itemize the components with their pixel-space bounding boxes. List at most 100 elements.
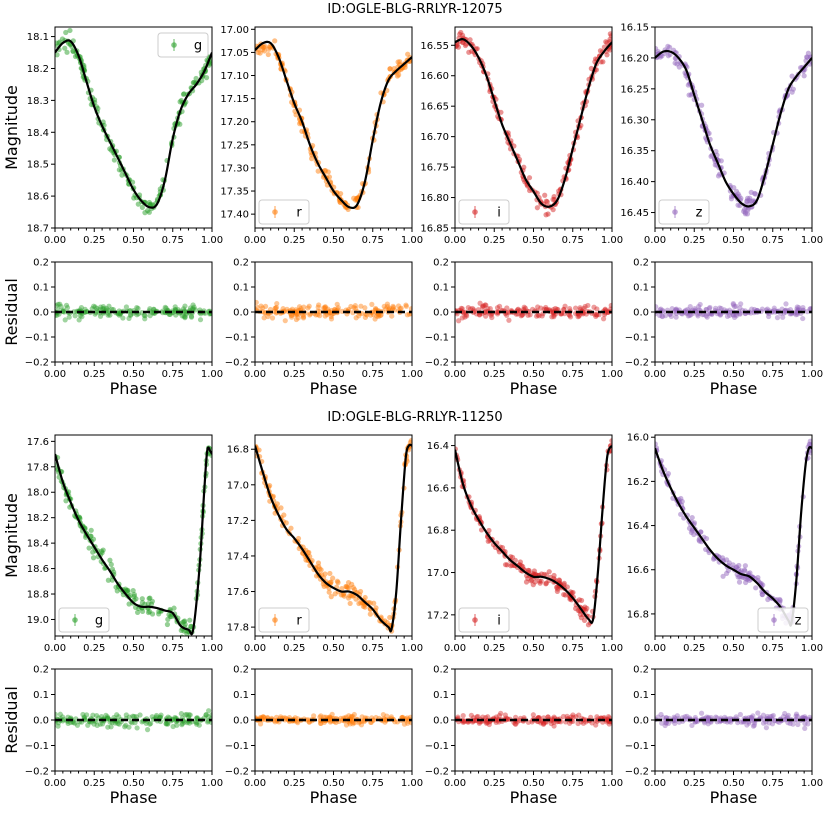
- residual-point: [750, 723, 757, 729]
- residual-point: [327, 714, 333, 720]
- residual-point: [82, 309, 88, 315]
- residual-point: [506, 317, 512, 323]
- residual-point: [328, 316, 335, 322]
- data-point: [543, 198, 549, 204]
- residual-point: [133, 714, 140, 720]
- residual-point: [790, 721, 796, 727]
- residual-point: [802, 725, 808, 732]
- residual-point: [770, 712, 776, 719]
- residual-point: [289, 312, 295, 318]
- x-tick-label: 0.50: [322, 235, 344, 246]
- y-tick-label: −0.1: [25, 741, 49, 752]
- residual-point: [265, 313, 271, 320]
- data-point: [315, 560, 322, 566]
- residual-point: [74, 722, 81, 728]
- y-tick-label: 0.0: [33, 308, 49, 319]
- residual-point: [403, 303, 409, 309]
- data-point: [346, 585, 352, 591]
- residual-point: [483, 308, 489, 314]
- residual-point: [160, 308, 166, 314]
- fit-curve-z: [655, 446, 812, 627]
- x-tick-label: 0.50: [722, 235, 744, 246]
- data-point: [135, 609, 141, 615]
- y-tick-label: 0.1: [633, 690, 649, 701]
- residual-point: [186, 712, 192, 718]
- residual-point: [522, 305, 528, 311]
- residual-point: [362, 314, 368, 321]
- residual-point: [576, 313, 582, 319]
- residual-point: [596, 312, 602, 318]
- residual-point: [738, 301, 744, 307]
- residual-point: [294, 311, 300, 318]
- data-point: [108, 561, 114, 568]
- x-tick-label: 0.25: [683, 235, 705, 246]
- residual-point: [153, 712, 160, 719]
- residual-point: [158, 712, 164, 718]
- residual-points-g: [55, 708, 212, 733]
- residual-point: [568, 714, 574, 720]
- data-point: [550, 196, 556, 203]
- residual-point: [576, 312, 582, 318]
- residual-point: [527, 312, 533, 318]
- data-point: [179, 634, 185, 636]
- x-tick-label: 1.00: [601, 235, 623, 246]
- residual-point: [327, 309, 333, 315]
- y-tick-label: 16.30: [620, 115, 649, 126]
- legend-label: i: [497, 614, 501, 629]
- y-tick-label: 0.2: [633, 665, 649, 676]
- x-tick-label: 0.50: [722, 778, 744, 789]
- residual-point: [594, 312, 600, 318]
- residual-point: [97, 721, 103, 727]
- residual-point: [479, 304, 486, 311]
- residual-point: [659, 720, 665, 726]
- data-points-i: [455, 29, 612, 218]
- residual-point: [738, 719, 744, 725]
- x-tick-label: 0.50: [522, 643, 544, 654]
- data-point: [746, 577, 753, 584]
- y-tick-label: −0.2: [225, 767, 249, 778]
- residual-point: [147, 306, 153, 312]
- x-tick-label: 0.00: [444, 235, 466, 246]
- residual-point: [103, 712, 109, 718]
- residual-point: [383, 717, 389, 723]
- residual-point: [389, 306, 396, 312]
- residual-point: [380, 711, 386, 718]
- y-tick-label: 16.4: [627, 521, 649, 532]
- y-tick-label: 17.8: [227, 623, 249, 634]
- residual-point: [494, 309, 500, 315]
- y-tick-label: 17.40: [220, 210, 249, 221]
- data-point: [789, 73, 795, 79]
- x-tick-label: 0.50: [722, 369, 744, 380]
- residual-point: [122, 724, 128, 730]
- residual-point: [99, 721, 106, 727]
- y-tick-label: 16.60: [420, 71, 449, 82]
- residual-point: [343, 714, 349, 720]
- residual-point: [120, 315, 126, 321]
- y-tick-label: −0.1: [225, 333, 249, 344]
- x-tick-label: 1.00: [601, 369, 623, 380]
- data-point: [142, 601, 148, 607]
- residual-point: [181, 313, 187, 319]
- residual-point: [182, 309, 188, 316]
- residual-point: [727, 715, 734, 722]
- residual-point: [348, 713, 354, 720]
- data-point: [455, 44, 462, 50]
- residual-point: [84, 712, 90, 718]
- data-point: [265, 51, 271, 58]
- residual-point: [255, 304, 260, 311]
- data-point: [358, 600, 364, 606]
- residual-point: [260, 305, 266, 311]
- residual-panel-z: −0.2 −0.1 0.0 0.1 0.2 0.00 0.25 0.50 0.75 1.00 Pha…: [625, 258, 823, 399]
- residual-point: [55, 723, 61, 729]
- residual-point: [188, 313, 195, 319]
- residual-point: [137, 712, 143, 718]
- residual-point: [655, 714, 661, 720]
- residual-point: [327, 715, 333, 721]
- x-tick-label: 0.75: [562, 643, 584, 654]
- residual-point: [561, 306, 567, 312]
- residual-point: [672, 718, 678, 724]
- residual-point: [551, 314, 557, 320]
- data-point: [165, 616, 171, 622]
- residual-point: [767, 713, 773, 720]
- x-tick-label: 0.25: [83, 369, 105, 380]
